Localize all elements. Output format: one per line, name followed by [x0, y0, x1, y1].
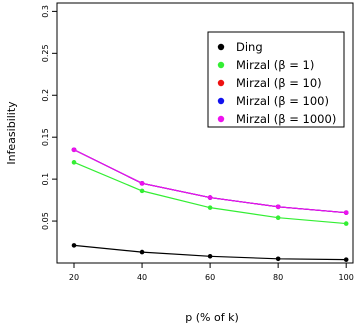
legend-label: Ding	[236, 40, 263, 54]
y-tick-label: 0.15	[41, 128, 50, 146]
data-point	[207, 205, 213, 210]
series-3	[71, 147, 349, 215]
x-tick-label: 80	[273, 273, 283, 282]
y-tick-label: 0.3	[41, 5, 50, 18]
data-point	[343, 257, 349, 262]
x-tick-label: 60	[205, 273, 215, 282]
y-axis-title: Infeasibility	[5, 101, 18, 165]
data-point	[139, 181, 145, 186]
series-line	[73, 149, 347, 214]
legend-marker	[217, 97, 225, 105]
legend-label: Mirzal (β = 1)	[236, 58, 314, 72]
legend: Ding Mirzal (β = 1) Mirzal (β = 10) Mirzal …	[207, 31, 345, 128]
legend-box	[207, 31, 345, 128]
x-tick-label: 100	[339, 273, 354, 282]
series-0	[71, 243, 349, 262]
data-point	[139, 249, 145, 255]
plot-frame	[56, 2, 354, 264]
x-tick-label: 20	[69, 273, 79, 282]
y-tick-label: 0.05	[41, 212, 50, 230]
x-axis: 20 40 60 80 100	[69, 263, 354, 282]
data-point	[71, 160, 77, 165]
series-4	[71, 147, 349, 215]
series-line	[73, 149, 347, 214]
series-line	[73, 161, 347, 225]
data-point	[275, 215, 281, 221]
data-point	[71, 243, 77, 248]
legend-marker	[217, 43, 225, 51]
legend-marker	[217, 79, 225, 87]
y-tick-label: 0.1	[41, 173, 50, 186]
data-point	[207, 195, 213, 200]
data-point	[207, 253, 213, 259]
data-point	[275, 204, 281, 210]
legend-marker	[217, 115, 225, 123]
legend-marker	[217, 61, 225, 69]
legend-label: Mirzal (β = 10)	[236, 76, 322, 90]
y-tick-label: 0.25	[41, 44, 50, 62]
series-2	[71, 147, 349, 215]
data-point	[139, 188, 145, 194]
data-point	[71, 147, 77, 153]
y-axis: 0.05 0.1 0.15 0.2 0.25 0.3	[41, 5, 57, 230]
legend-label: Mirzal (β = 1000)	[236, 112, 336, 126]
x-tick-label: 40	[137, 273, 147, 282]
series-line	[73, 149, 347, 214]
data-point	[275, 256, 281, 262]
y-tick-label: 0.2	[41, 89, 50, 102]
data-point	[343, 221, 349, 226]
legend-label: Mirzal (β = 100)	[236, 94, 329, 108]
series-layer	[71, 147, 349, 262]
x-axis-title: p (% of k)	[185, 311, 238, 324]
data-point	[343, 210, 349, 215]
series-1	[71, 160, 349, 226]
